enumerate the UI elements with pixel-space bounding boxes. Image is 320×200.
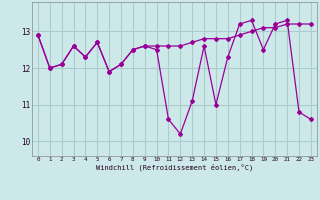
X-axis label: Windchill (Refroidissement éolien,°C): Windchill (Refroidissement éolien,°C) [96,164,253,171]
